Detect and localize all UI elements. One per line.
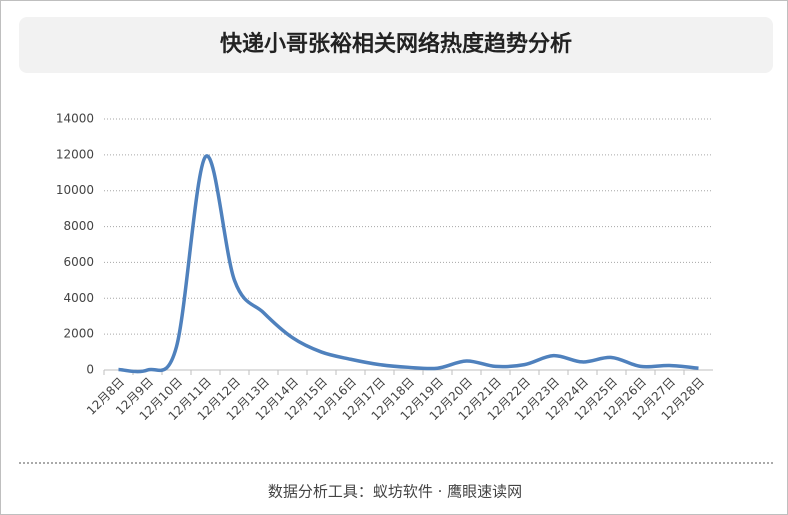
line: [118, 154, 699, 374]
y-tick-label: 6000: [63, 255, 94, 269]
y-tick-label: 8000: [63, 219, 94, 233]
y-tick-label: 10000: [56, 183, 94, 197]
title-box: [19, 17, 773, 73]
y-tick-label: 14000: [56, 112, 94, 126]
y-tick-label: 4000: [63, 291, 94, 305]
chart-title: 快递小哥张裕相关网络热度趋势分析: [220, 31, 572, 57]
footer: 数据分析工具：蚁坊软件 · 鹰眼速读网: [268, 483, 522, 501]
y-tick-label: 0: [86, 363, 94, 377]
y-tick-label: 12000: [56, 147, 94, 161]
y-tick-label: 2000: [63, 327, 94, 341]
